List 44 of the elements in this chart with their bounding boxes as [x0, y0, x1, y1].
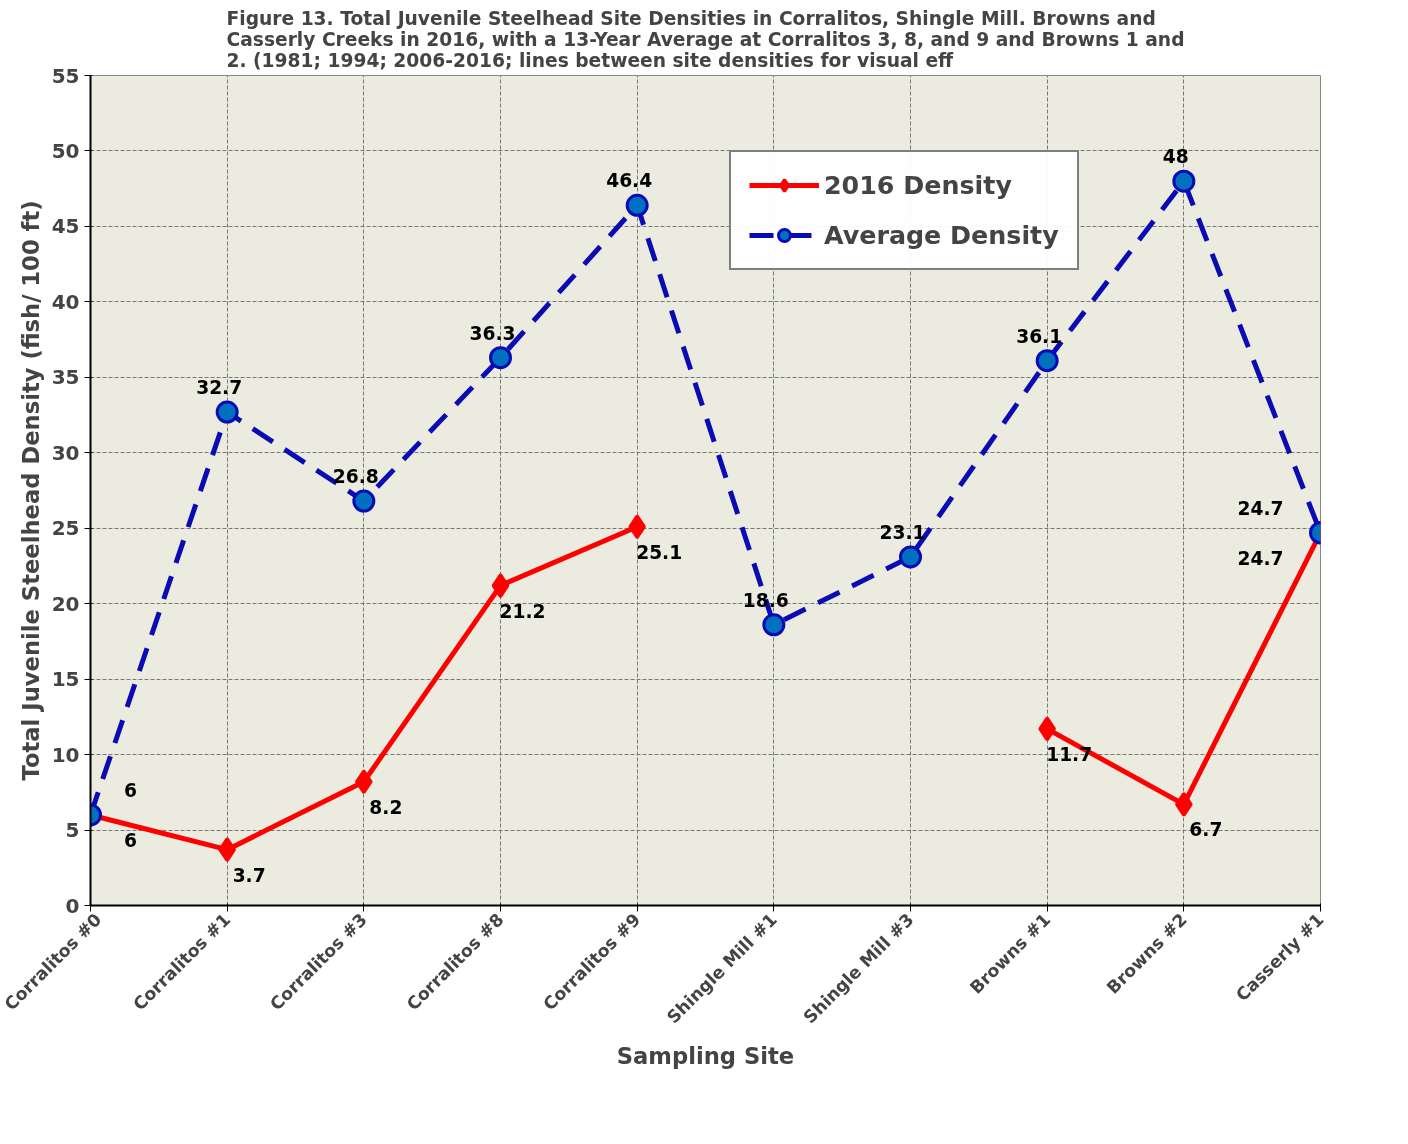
data-label: 6 [124, 829, 137, 851]
y-tick-label: 5 [65, 818, 80, 843]
point [491, 573, 510, 599]
legend-label: 2016 Density [824, 170, 1012, 200]
data-label: 11.7 [1046, 743, 1093, 765]
point [625, 193, 649, 217]
y-tick-label: 50 [51, 138, 80, 163]
data-label: 48 [1162, 146, 1189, 168]
y-tick-label: 10 [51, 742, 80, 767]
data-label: 32.7 [196, 377, 243, 399]
data-label: 6 [124, 779, 137, 801]
y-tick-label: 30 [51, 440, 80, 465]
y-tick-label: 15 [51, 667, 80, 692]
y-tick-label: 25 [51, 516, 80, 541]
data-label: 8.2 [369, 796, 403, 818]
data-label: 46.4 [606, 170, 653, 192]
data-label: 21.2 [499, 600, 546, 622]
chart-title: Figure 13. Total Juvenile Steelhead Site Densities in Corralitos, Shingle Mill. Browns and Casserly Creeks in 2016, with a 13-Year Average at Corralitos 3, 8, and 9 and Browns 1 and 2. (1981; 1994; 2006-2016; lines between site densities for visual eff [226, 7, 1185, 71]
point [1172, 169, 1196, 193]
point [899, 545, 922, 569]
y-tick-label: 40 [51, 289, 80, 314]
data-label: 25.1 [636, 541, 683, 563]
y-tick-label: 35 [51, 365, 80, 390]
x-axis-title: Sampling Site [616, 1042, 795, 1069]
point [215, 400, 239, 424]
data-label: 23.1 [879, 521, 926, 543]
data-label: 26.8 [332, 466, 379, 488]
data-label: 24.7 [1237, 547, 1284, 569]
data-label: 24.7 [1237, 497, 1284, 519]
y-tick-label: 0 [65, 893, 80, 918]
data-label: 3.7 [232, 864, 266, 886]
data-label: 36.1 [1016, 325, 1063, 347]
point [1035, 349, 1059, 373]
data-label: 18.6 [742, 589, 789, 611]
point [762, 613, 786, 637]
y-tick-label: 20 [51, 591, 80, 616]
y-axis-title: Total Juvenile Steelhead Density (fish/ 100 ft) [17, 200, 44, 781]
data-label: 6.7 [1189, 819, 1223, 841]
y-tick-label: 55 [51, 63, 80, 88]
y-tick-label: 45 [51, 214, 80, 239]
point [489, 346, 512, 370]
point [352, 489, 376, 513]
data-label: 36.3 [469, 322, 516, 344]
legend-label: Average Density [824, 220, 1059, 250]
